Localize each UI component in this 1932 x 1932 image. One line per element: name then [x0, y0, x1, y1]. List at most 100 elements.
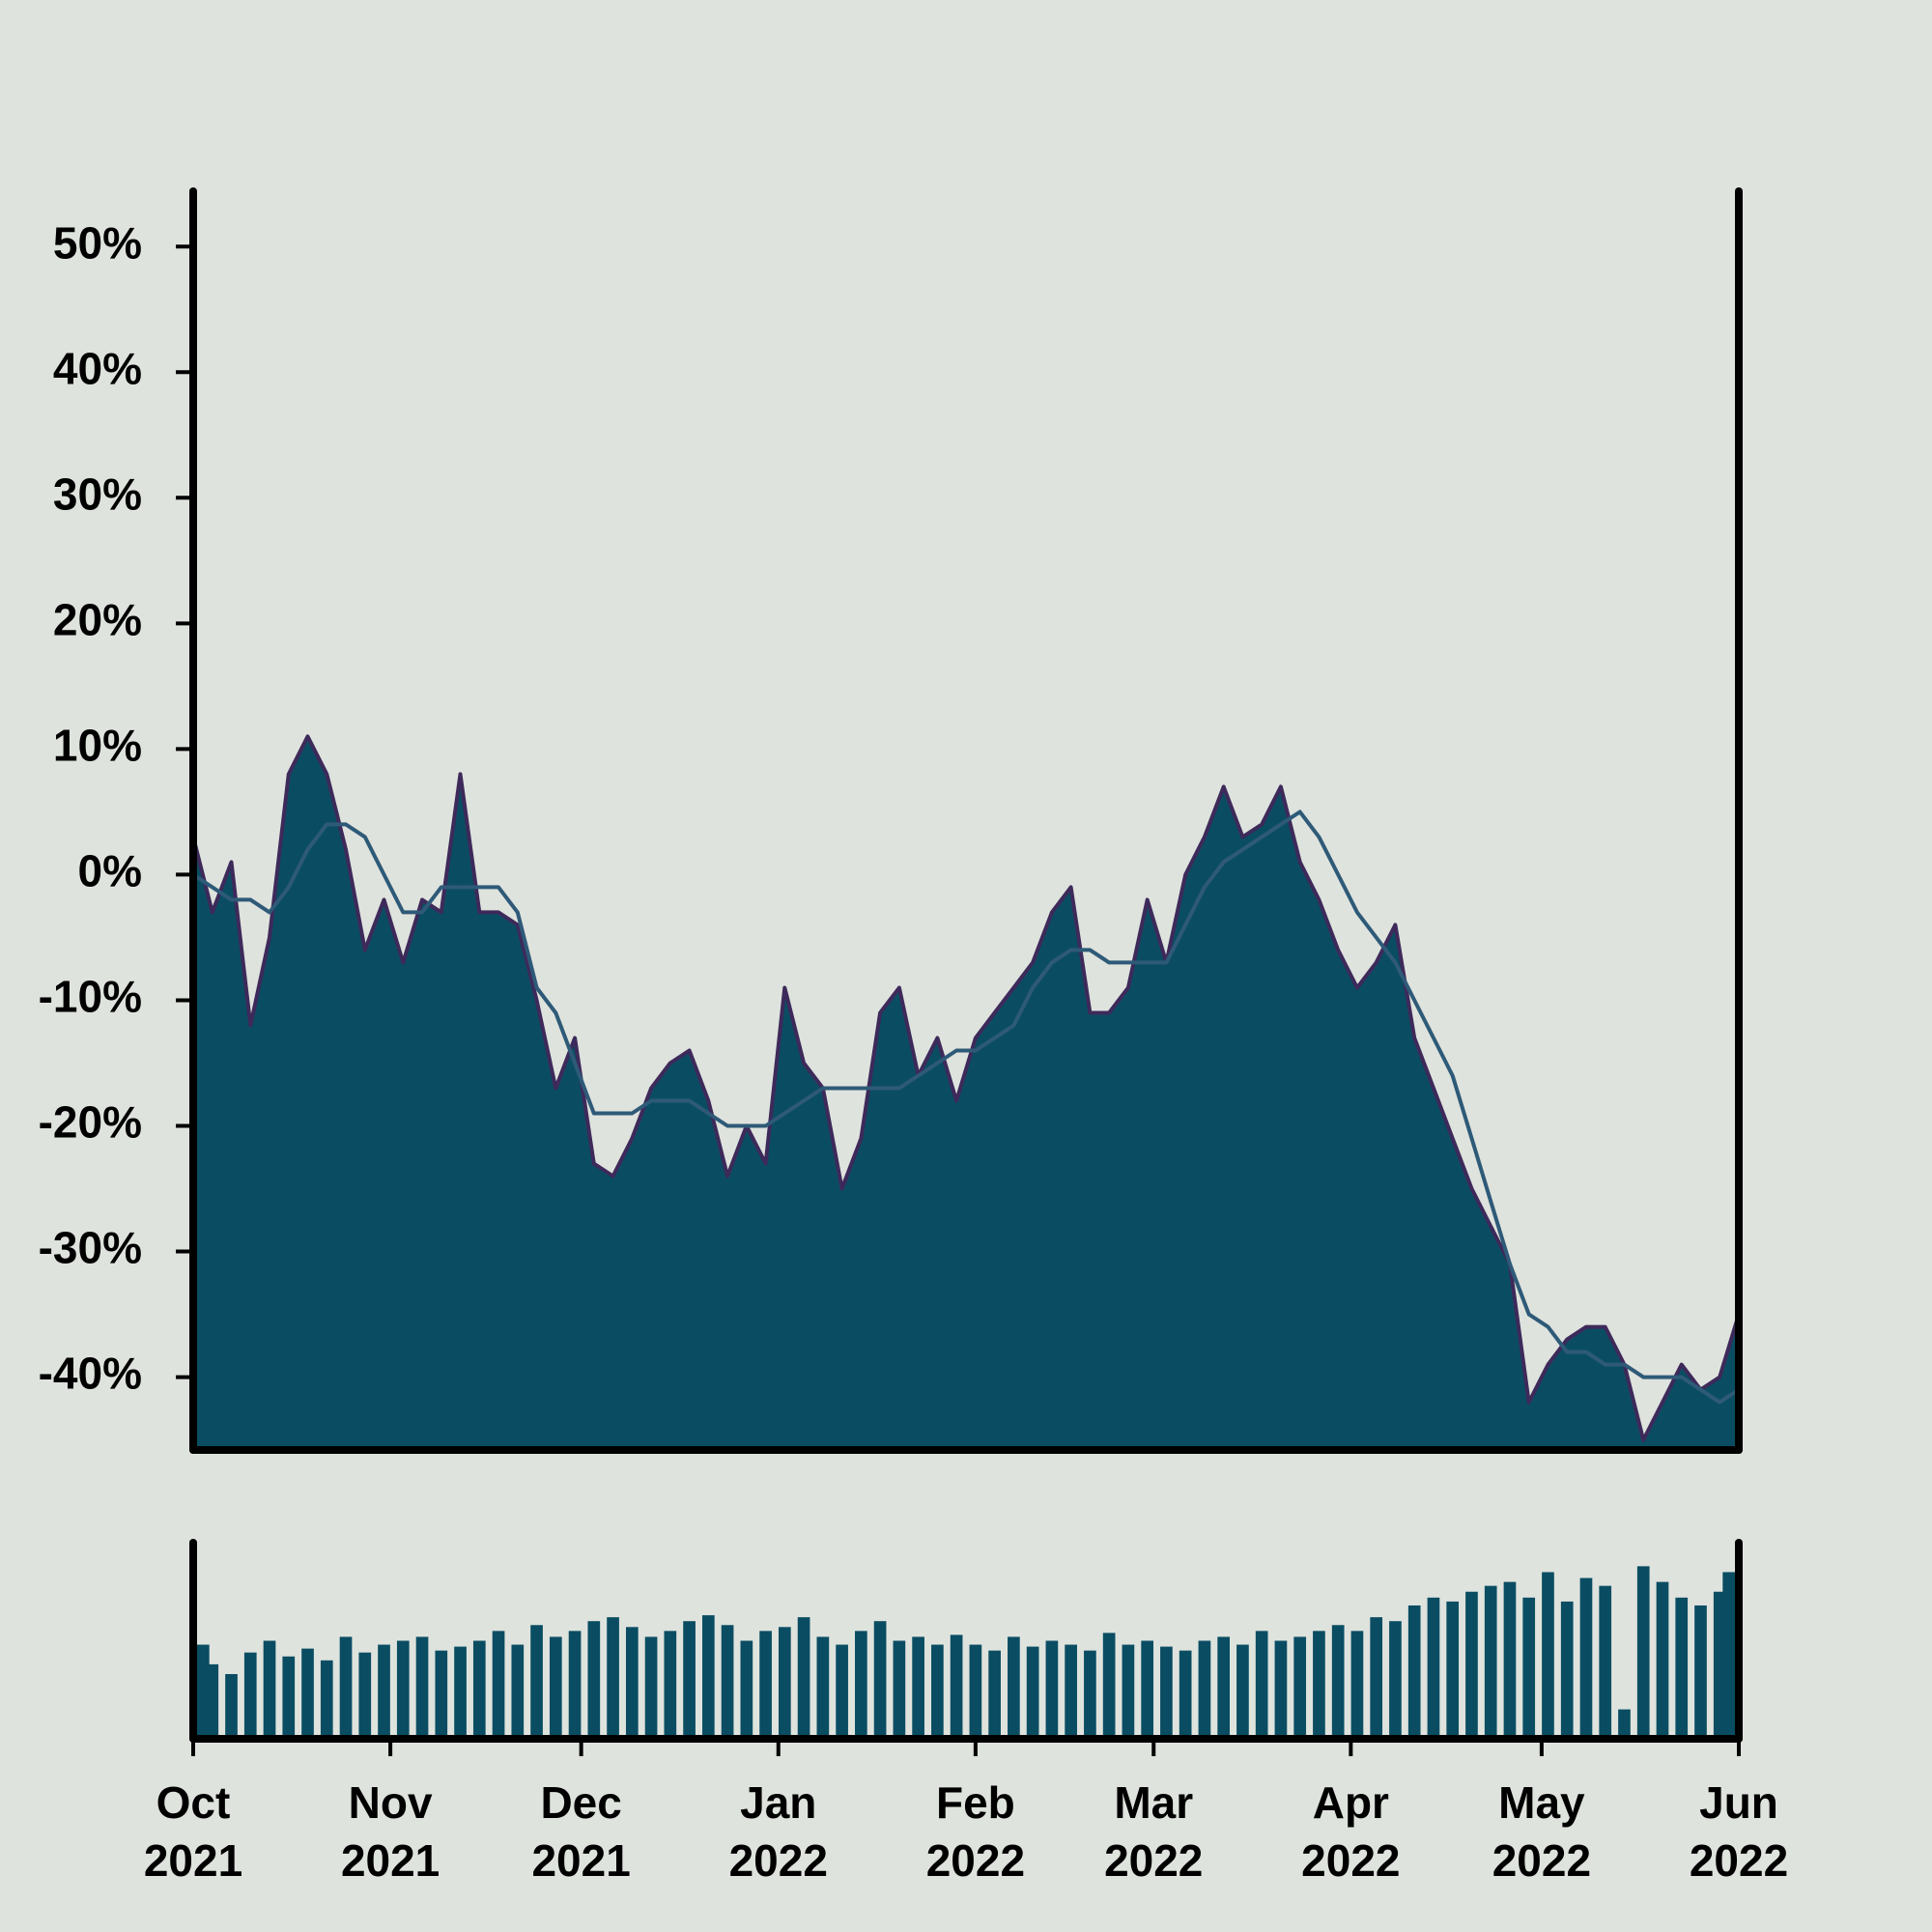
- y-tick-label: 40%: [53, 343, 142, 393]
- volume-bar: [587, 1621, 601, 1739]
- volume-bar: [1722, 1572, 1735, 1739]
- volume-bar: [339, 1636, 353, 1739]
- volume-bar: [1217, 1636, 1231, 1739]
- volume-bar: [1179, 1650, 1192, 1739]
- volume-bar: [873, 1621, 887, 1739]
- volume-bar: [435, 1650, 448, 1739]
- volume-bar: [1065, 1644, 1077, 1739]
- volume-bar: [282, 1656, 296, 1739]
- volume-bar: [1293, 1636, 1307, 1739]
- volume-bar: [855, 1631, 867, 1739]
- volume-bar: [549, 1636, 562, 1739]
- volume-bar: [1084, 1650, 1096, 1739]
- volume-bar: [358, 1652, 372, 1739]
- volume-bar: [625, 1627, 639, 1739]
- volume-bar: [1389, 1621, 1402, 1739]
- volume-bar: [1370, 1617, 1383, 1739]
- x-tick-label: Apr 2022: [1301, 1777, 1401, 1886]
- y-tick-label: -20%: [39, 1097, 142, 1148]
- volume-bar: [415, 1636, 429, 1739]
- volume-bar: [1141, 1640, 1153, 1739]
- volume-bar: [816, 1636, 830, 1739]
- volume-bar: [1599, 1585, 1612, 1739]
- volume-bar: [1045, 1640, 1059, 1739]
- volume-bar: [206, 1663, 219, 1739]
- volume-bar: [1274, 1640, 1288, 1739]
- volume-bar: [1407, 1605, 1421, 1739]
- volume-bar: [1122, 1644, 1135, 1739]
- volume-bar: [1522, 1597, 1536, 1739]
- volume-bar: [243, 1652, 257, 1739]
- y-tick-label: 10%: [53, 721, 142, 771]
- volume-bar: [912, 1636, 924, 1739]
- volume-bar: [301, 1648, 314, 1739]
- volume-bar: [607, 1617, 619, 1739]
- x-tick-label: Jun 2022: [1689, 1777, 1789, 1886]
- x-tick-label: Nov 2021: [340, 1777, 440, 1886]
- volume-bar: [1542, 1572, 1554, 1739]
- x-tick-label: Mar 2022: [1104, 1777, 1204, 1886]
- volume-bar: [378, 1644, 390, 1739]
- volume-bar: [1008, 1636, 1020, 1739]
- volume-bar: [454, 1646, 467, 1739]
- volume-bar: [320, 1660, 333, 1739]
- volume-bar: [1560, 1601, 1574, 1739]
- volume-bar: [683, 1621, 696, 1739]
- volume-bar: [568, 1631, 582, 1739]
- volume-bar: [721, 1625, 734, 1739]
- volume-bar: [492, 1631, 505, 1739]
- volume-bar: [1255, 1631, 1268, 1739]
- volume-bar: [1656, 1581, 1669, 1739]
- volume-bar: [472, 1640, 486, 1739]
- volume-bar: [263, 1640, 276, 1739]
- x-tick-label: May 2022: [1492, 1777, 1592, 1886]
- y-tick-label: 0%: [78, 846, 142, 896]
- volume-bar: [969, 1644, 982, 1739]
- volume-bar: [1484, 1585, 1497, 1739]
- x-tick-label: Feb 2022: [925, 1777, 1026, 1886]
- volume-bar: [225, 1674, 238, 1739]
- line: [191, 810, 1741, 1405]
- x-tick-label: Oct 2021: [143, 1777, 243, 1886]
- y-tick-label: 50%: [53, 217, 142, 268]
- volume-bar: [779, 1627, 791, 1739]
- x-tick-label: Jan 2022: [728, 1777, 828, 1886]
- volume-bar: [759, 1631, 772, 1739]
- volume-bar: [931, 1644, 944, 1739]
- volume-bar: [950, 1634, 963, 1739]
- volume-bar: [836, 1644, 848, 1739]
- area: [191, 734, 1741, 1452]
- volume-bar: [701, 1615, 715, 1739]
- volume-bar: [1198, 1640, 1211, 1739]
- volume-bar: [1160, 1646, 1173, 1739]
- volume-bar: [1503, 1581, 1517, 1739]
- x-tick-label: Dec 2021: [531, 1777, 631, 1886]
- volume-bar: [1331, 1625, 1345, 1739]
- volume-bar: [1675, 1597, 1689, 1739]
- y-tick-label: -30%: [39, 1223, 142, 1273]
- volume-bar: [893, 1640, 906, 1739]
- volume-bar: [1465, 1591, 1478, 1739]
- volume-bar: [1236, 1644, 1249, 1739]
- y-tick-label: 30%: [53, 469, 142, 519]
- y-tick-label: -40%: [39, 1349, 142, 1399]
- volume-bar: [1446, 1601, 1460, 1739]
- volume-bar: [1618, 1709, 1631, 1739]
- volume-bar: [1579, 1577, 1593, 1739]
- volume-bar: [1427, 1597, 1440, 1739]
- volume-bar: [1636, 1566, 1650, 1739]
- y-tick-label: 20%: [53, 594, 142, 644]
- volume-bar: [1313, 1631, 1325, 1739]
- volume-bar: [1694, 1605, 1707, 1739]
- volume-bar: [1102, 1633, 1116, 1739]
- volume-bar: [396, 1640, 410, 1739]
- volume-bar: [644, 1636, 658, 1739]
- volume-bar: [797, 1617, 810, 1739]
- y-tick-label: -10%: [39, 972, 142, 1022]
- volume-bar: [530, 1625, 543, 1739]
- volume-bar: [511, 1644, 525, 1739]
- volume-bar: [1026, 1646, 1039, 1739]
- volume-bar: [664, 1631, 677, 1739]
